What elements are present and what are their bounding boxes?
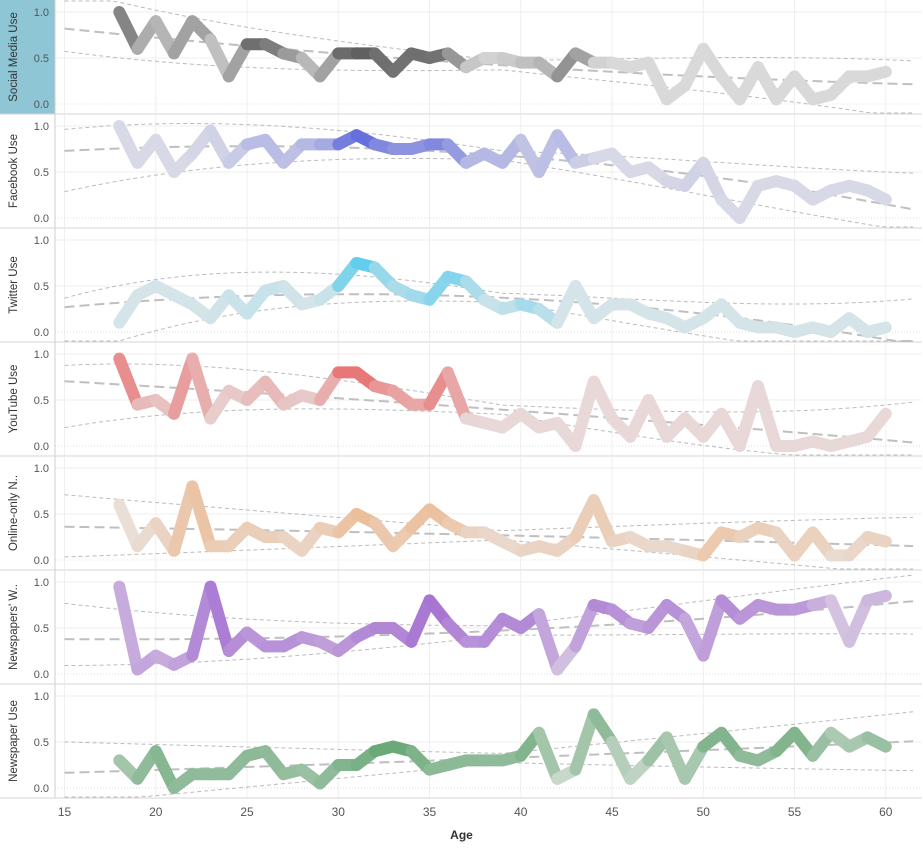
line-segment — [569, 280, 600, 325]
line-segment — [697, 594, 728, 662]
y-tick-label: 1.0 — [34, 577, 49, 589]
line-segment — [861, 407, 892, 443]
line-segment — [533, 608, 564, 676]
line-segment — [113, 498, 144, 553]
y-tick-label: 0.0 — [34, 327, 49, 339]
y-tick-label: 1.0 — [34, 691, 49, 703]
trend-band-lower — [64, 633, 914, 666]
y-tick-label: 0.5 — [34, 395, 49, 407]
line-segment — [168, 480, 199, 557]
line-segment — [679, 740, 710, 785]
panel-2: 0.0 0.5 1.0 Twitter Use — [0, 228, 922, 343]
x-tick-label: 50 — [697, 805, 711, 819]
line-segment — [569, 708, 600, 776]
y-tick-label: 0.5 — [34, 737, 49, 749]
y-tick-label: 0.5 — [34, 281, 49, 293]
line-segment — [861, 589, 892, 607]
x-tick-label: 20 — [149, 805, 163, 819]
row-label: Social Media Use — [8, 12, 20, 101]
line-segment — [113, 120, 144, 169]
y-tick-label: 1.0 — [34, 7, 49, 19]
y-tick-label: 0.0 — [34, 441, 49, 453]
y-tick-label: 0.0 — [34, 669, 49, 681]
trend-band-upper — [64, 494, 914, 532]
panel-0: 0.0 0.5 1.0 Social Media Use — [0, 0, 922, 115]
line-segment — [660, 731, 691, 785]
line-segment — [113, 352, 144, 411]
selected-header-band — [0, 0, 55, 114]
line-segment — [405, 594, 436, 648]
y-tick-label: 0.5 — [34, 167, 49, 179]
line-segment — [587, 494, 618, 548]
row-label: Newspapers' W.. — [8, 584, 20, 670]
line-segment — [843, 594, 874, 648]
panel-5: 0.0 0.5 1.0 Newspapers' W.. — [0, 570, 922, 685]
x-axis-title: Age — [450, 828, 473, 842]
trend-band-upper — [64, 574, 914, 627]
line-segment — [186, 480, 217, 553]
row-label: YouTube Use — [8, 365, 20, 434]
y-tick-label: 0.0 — [34, 555, 49, 567]
x-tick-label: 15 — [58, 805, 72, 819]
trend-band-lower — [64, 158, 914, 228]
panel-6: 0.0 0.5 1.0 Newspaper Use — [0, 684, 922, 799]
line-segment — [861, 184, 892, 206]
line-segment — [441, 366, 472, 425]
panel-3: 0.0 0.5 1.0 YouTube Use — [0, 342, 922, 457]
line-segment — [861, 65, 892, 83]
trend-line — [64, 380, 914, 444]
trend-band-upper — [64, 123, 914, 174]
x-tick-label: 30 — [332, 805, 346, 819]
x-tick-label: 60 — [879, 805, 893, 819]
row-label: Newspaper Use — [8, 700, 20, 782]
panel-1: 0.0 0.5 1.0 Facebook Use — [0, 114, 922, 229]
line-segment — [642, 56, 673, 106]
line-segment — [222, 38, 253, 83]
row-label: Twitter Use — [8, 256, 20, 314]
y-tick-label: 0.5 — [34, 53, 49, 65]
x-tick-label: 55 — [788, 805, 802, 819]
x-tick-label: 45 — [605, 805, 619, 819]
line-segment — [204, 580, 235, 657]
x-tick-label: 40 — [514, 805, 528, 819]
y-tick-label: 1.0 — [34, 349, 49, 361]
x-tick-label: 25 — [240, 805, 254, 819]
trend-band-lower — [64, 762, 914, 798]
line-segment — [149, 745, 180, 794]
y-tick-label: 1.0 — [34, 235, 49, 247]
line-segment — [113, 580, 144, 676]
x-tick-label: 35 — [423, 805, 437, 819]
row-label: Online-only N.. — [8, 475, 20, 551]
trend-band-upper — [64, 271, 914, 305]
trend-band-upper — [64, 711, 914, 754]
line-segment — [861, 321, 892, 338]
line-segment — [606, 736, 637, 785]
y-tick-label: 0.5 — [34, 509, 49, 521]
y-tick-label: 0.0 — [34, 99, 49, 111]
y-tick-label: 1.0 — [34, 121, 49, 133]
y-tick-label: 0.0 — [34, 213, 49, 225]
line-segment — [752, 380, 783, 452]
y-tick-label: 0.5 — [34, 623, 49, 635]
row-label: Facebook Use — [8, 134, 20, 208]
line-segment — [861, 531, 892, 548]
y-tick-label: 1.0 — [34, 463, 49, 475]
line-segment — [587, 375, 618, 425]
line-segment — [697, 156, 728, 206]
line-segment — [861, 731, 892, 753]
trend-band-lower — [64, 539, 914, 570]
line-segment — [186, 352, 217, 425]
y-tick-label: 0.0 — [34, 783, 49, 795]
line-segment — [642, 394, 673, 443]
line-segment — [533, 726, 564, 785]
line-segment — [569, 375, 600, 452]
line-segment — [569, 599, 600, 653]
line-segment — [733, 179, 764, 224]
line-segment — [186, 580, 217, 662]
panel-4: 0.0 0.5 1.0 Online-only N.. — [0, 456, 922, 571]
